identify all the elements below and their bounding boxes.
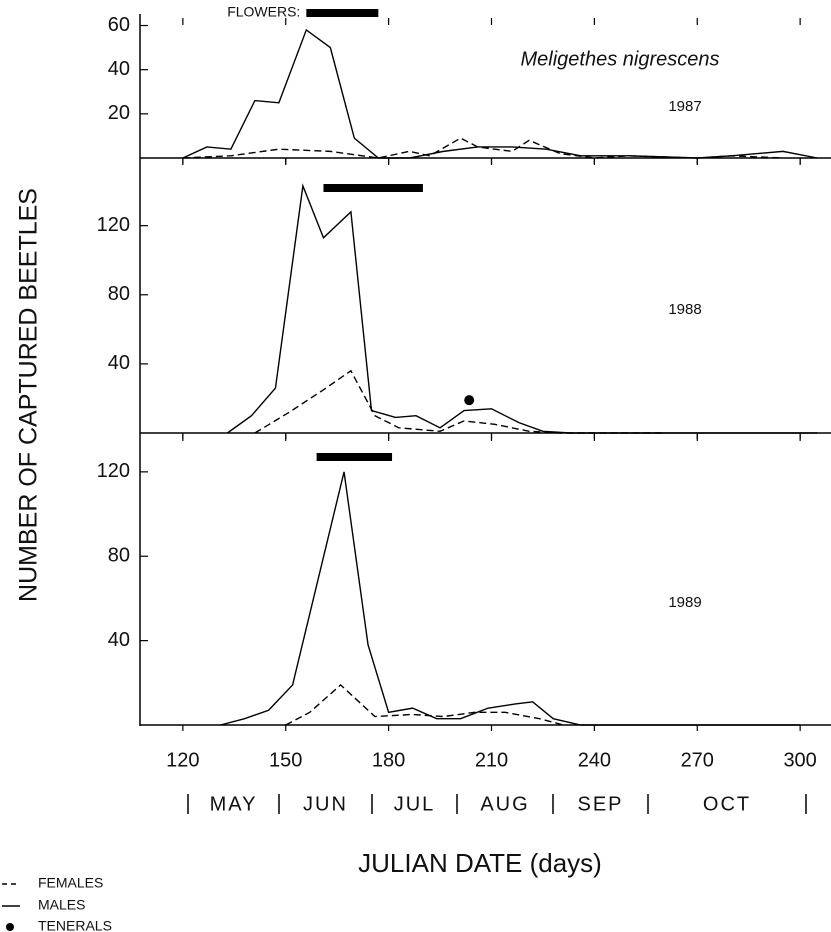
females-line	[182, 137, 784, 159]
y-tick-label: 40	[108, 352, 130, 374]
legend-label: FEMALES	[38, 875, 103, 891]
legend-marker	[6, 923, 14, 931]
species-name: Meligethes nigrescens	[521, 48, 720, 70]
x-tick-label: 240	[578, 749, 611, 771]
y-tick-label: 120	[97, 460, 130, 482]
y-tick-label: 80	[108, 545, 130, 567]
females-line	[285, 683, 564, 726]
month-label: MAY	[210, 793, 258, 815]
month-label: OCT	[703, 793, 751, 815]
month-label: JUL	[394, 793, 436, 815]
year-label: 1987	[668, 98, 701, 115]
males-line	[220, 471, 801, 726]
y-tick-label: 40	[108, 629, 130, 651]
y-tick-label: 20	[108, 102, 130, 124]
x-tick-label: 270	[681, 749, 714, 771]
x-tick-label: 300	[783, 749, 816, 771]
y-axis-label: NUMBER OF CAPTURED BEETLES	[15, 188, 43, 602]
year-label: 1989	[668, 594, 701, 611]
y-tick-label: 80	[108, 283, 130, 305]
females-line	[254, 369, 663, 434]
flowers-label: FLOWERS:	[227, 4, 300, 20]
teneral-point	[464, 395, 475, 406]
flowering-bar	[306, 9, 379, 17]
x-axis-label: JULIAN DATE (days)	[358, 848, 602, 878]
month-label: SEP	[577, 793, 623, 815]
legend-label: TENERALS	[38, 918, 112, 932]
y-tick-label: 120	[97, 214, 130, 236]
legend-label: MALES	[38, 897, 85, 913]
males-line	[227, 183, 818, 434]
flowering-bar	[316, 453, 393, 461]
month-label: JUN	[303, 793, 348, 815]
y-tick-label: 40	[108, 58, 130, 80]
flowering-bar	[323, 184, 423, 192]
month-label: AUG	[480, 793, 529, 815]
x-tick-label: 120	[166, 749, 199, 771]
males-line	[182, 28, 818, 159]
y-tick-label: 60	[108, 14, 130, 36]
x-tick-label: 180	[372, 749, 405, 771]
year-label: 1988	[668, 301, 701, 318]
x-tick-label: 150	[269, 749, 302, 771]
x-tick-label: 210	[475, 749, 508, 771]
